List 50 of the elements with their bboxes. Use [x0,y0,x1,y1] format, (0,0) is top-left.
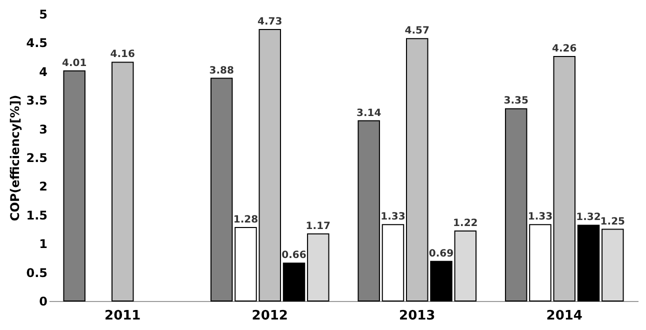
data-label: 1.22 [453,218,478,229]
y-tick-label: 3.5 [26,94,48,108]
y-tick-label: 3 [39,122,48,136]
data-label: 4.16 [110,49,135,60]
bar [529,224,552,302]
y-tick-label: 0.5 [26,266,48,280]
bar [430,260,452,302]
bar [282,262,306,302]
x-tick-label: 2014 [546,308,582,324]
y-tick-label: 4 [39,64,48,79]
bar [602,228,624,302]
bar [210,78,233,302]
y-tick-label: 2 [39,180,48,194]
data-label: 0.66 [282,250,306,262]
data-label: 1.28 [233,214,258,226]
x-tick-label: 2013 [399,308,436,324]
data-label: 1.32 [576,212,601,224]
bar [504,108,528,302]
y-tick-label: 2.5 [26,151,48,165]
data-label: 4.57 [404,26,430,37]
y-tick-label: 5 [39,8,48,22]
bar [454,230,477,302]
y-tick-label: 0 [39,294,48,308]
data-label: 4.26 [552,43,577,54]
bar [63,70,86,302]
bar [258,29,281,302]
bar [307,233,330,302]
data-label: 1.33 [380,212,406,223]
bar [577,224,600,302]
data-label: 1.25 [600,216,626,228]
x-tick-label: 2011 [104,308,141,324]
bar [382,224,404,302]
data-label: 3.88 [209,65,234,76]
data-label: 0.69 [428,248,454,260]
data-label: 4.73 [258,16,282,28]
bar [234,227,257,302]
bar [112,62,134,302]
data-label: 3.14 [356,108,382,119]
y-tick-label: 4.5 [26,36,48,50]
data-label: 1.17 [306,220,331,232]
y-tick-label: 1.5 [26,208,48,222]
bar [406,38,428,302]
bar [358,120,380,302]
x-tick-label: 2012 [252,308,288,324]
data-label: 1.33 [528,212,553,223]
data-label: 3.35 [504,96,528,107]
data-label: 4.01 [62,58,87,69]
y-tick-label: 1 [39,237,48,252]
bar [553,56,576,302]
y-axis-title: COP(efficiency[%]) [8,94,22,222]
